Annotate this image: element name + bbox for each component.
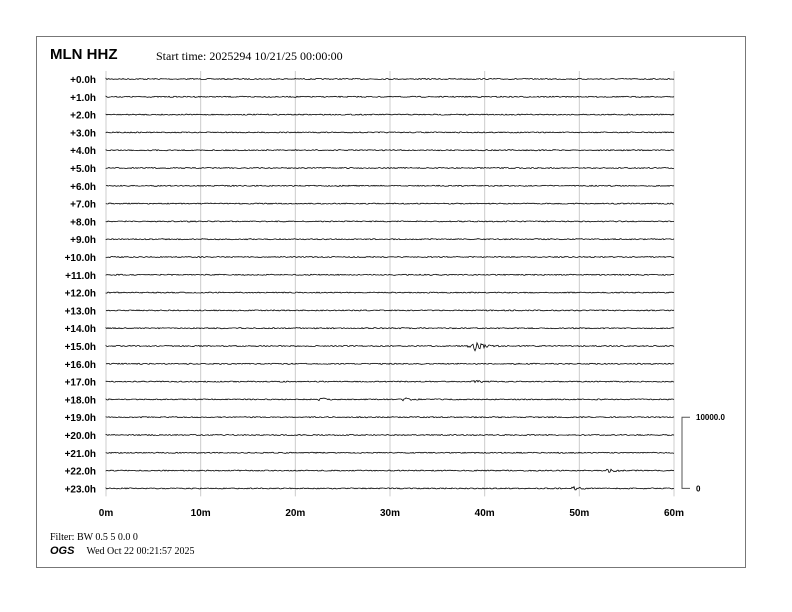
row-label: +11.0h	[65, 271, 96, 282]
scale-bar	[681, 416, 690, 489]
filter-info: Filter: BW 0.5 5 0.0 0	[50, 532, 138, 543]
trace-row	[105, 113, 675, 116]
row-label: +16.0h	[65, 360, 96, 371]
row-label: +15.0h	[65, 342, 96, 353]
row-label: +18.0h	[65, 395, 96, 406]
trace-row	[105, 485, 674, 491]
x-tick-label: 10m	[191, 508, 211, 519]
row-label: +14.0h	[65, 324, 96, 335]
row-label: +13.0h	[65, 306, 96, 317]
trace-row	[105, 184, 675, 187]
trace-row	[105, 273, 675, 276]
row-label: +22.0h	[65, 467, 96, 478]
trace-row	[105, 397, 675, 402]
station-title: MLN HHZ	[50, 46, 118, 63]
trace-row	[105, 326, 675, 330]
trace-row	[105, 166, 674, 170]
row-label: +9.0h	[70, 235, 96, 246]
ogs-logo: OGS	[50, 545, 75, 557]
trace-row	[105, 362, 675, 365]
row-label: +21.0h	[65, 449, 96, 460]
trace-row	[105, 379, 675, 384]
row-label: +6.0h	[70, 182, 96, 193]
trace-row	[105, 468, 675, 474]
row-label: +0.0h	[70, 75, 96, 86]
row-label: +5.0h	[70, 164, 96, 175]
trace-row	[105, 309, 675, 312]
trace-row	[105, 149, 675, 152]
plot-frame	[36, 36, 746, 568]
trace-row	[105, 95, 675, 98]
scale-top-label: 10000.0	[696, 413, 725, 422]
trace-row	[105, 255, 675, 259]
row-label: +17.0h	[65, 378, 96, 389]
trace-row	[105, 202, 675, 205]
row-label: +3.0h	[70, 128, 96, 139]
scale-bottom-label: 0	[696, 484, 701, 493]
generated-timestamp: Wed Oct 22 00:21:57 2025	[86, 546, 195, 557]
trace-row	[105, 341, 675, 352]
x-tick-label: 60m	[664, 508, 684, 519]
trace-row	[105, 238, 675, 241]
trace-row	[105, 77, 674, 81]
row-label: +2.0h	[70, 111, 96, 122]
trace-row	[105, 451, 675, 454]
row-label: +4.0h	[70, 146, 96, 157]
trace-row	[105, 131, 675, 134]
x-tick-label: 20m	[285, 508, 305, 519]
row-label: +23.0h	[65, 484, 96, 495]
x-tick-label: 40m	[475, 508, 495, 519]
trace-row	[105, 220, 675, 223]
row-label: +8.0h	[70, 217, 96, 228]
footer-line: OGS Wed Oct 22 00:21:57 2025	[50, 545, 195, 557]
x-tick-label: 50m	[569, 508, 589, 519]
row-label: +1.0h	[70, 93, 96, 104]
trace-row	[105, 416, 675, 419]
row-label: +12.0h	[65, 289, 96, 300]
x-tick-label: 30m	[380, 508, 400, 519]
row-label: +20.0h	[65, 431, 96, 442]
row-label: +19.0h	[65, 413, 96, 424]
x-tick-label: 0m	[99, 508, 114, 519]
start-time: Start time: 2025294 10/21/25 00:00:00	[156, 49, 343, 63]
row-label: +10.0h	[65, 253, 96, 264]
trace-row	[105, 291, 675, 294]
row-label: +7.0h	[70, 200, 96, 211]
trace-row	[105, 433, 675, 437]
